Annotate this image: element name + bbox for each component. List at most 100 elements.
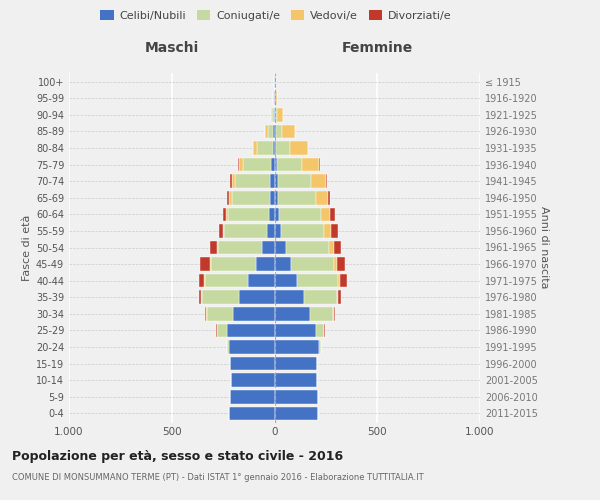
Bar — [302, 158, 319, 172]
Bar — [311, 174, 326, 188]
Bar — [275, 274, 297, 287]
Bar — [231, 374, 232, 387]
Bar — [275, 208, 279, 221]
Text: COMUNE DI MONSUMMANO TERME (PT) - Dati ISTAT 1° gennaio 2016 - Elaborazione TUTT: COMUNE DI MONSUMMANO TERME (PT) - Dati I… — [12, 472, 424, 482]
Bar — [329, 240, 334, 254]
Bar — [200, 258, 210, 271]
Bar — [265, 124, 268, 138]
Bar — [274, 124, 275, 138]
Bar — [278, 174, 311, 188]
Bar — [310, 307, 333, 320]
Bar — [275, 258, 291, 271]
Bar — [211, 240, 217, 254]
Bar — [291, 258, 334, 271]
Bar — [271, 158, 275, 172]
Bar — [337, 290, 338, 304]
Bar — [217, 324, 227, 337]
Bar — [275, 374, 317, 387]
Bar — [290, 141, 308, 155]
Bar — [205, 274, 248, 287]
Bar — [239, 158, 242, 172]
Bar — [275, 307, 310, 320]
Bar — [275, 158, 277, 172]
Bar — [242, 158, 271, 172]
Bar — [275, 340, 319, 354]
Bar — [199, 290, 201, 304]
Bar — [199, 274, 204, 287]
Y-axis label: Anni di nascita: Anni di nascita — [539, 206, 549, 288]
Legend: Celibi/Nubili, Coniugati/e, Vedovi/e, Divorziati/e: Celibi/Nubili, Coniugati/e, Vedovi/e, Di… — [96, 6, 456, 25]
Bar — [275, 224, 281, 237]
Bar — [217, 240, 218, 254]
Bar — [333, 307, 334, 320]
Bar — [276, 141, 290, 155]
Y-axis label: Fasce di età: Fasce di età — [22, 214, 32, 280]
Bar — [326, 174, 327, 188]
Bar — [319, 340, 321, 354]
Bar — [253, 141, 257, 155]
Bar — [206, 307, 233, 320]
Bar — [227, 191, 229, 204]
Bar — [275, 390, 317, 404]
Bar — [278, 191, 316, 204]
Bar — [340, 274, 347, 287]
Bar — [338, 274, 340, 287]
Bar — [205, 307, 206, 320]
Bar — [233, 307, 275, 320]
Bar — [227, 324, 275, 337]
Bar — [304, 290, 337, 304]
Bar — [319, 158, 320, 172]
Bar — [279, 208, 321, 221]
Bar — [331, 208, 335, 221]
Bar — [338, 290, 341, 304]
Bar — [204, 274, 205, 287]
Bar — [321, 208, 331, 221]
Bar — [275, 174, 278, 188]
Bar — [210, 258, 211, 271]
Bar — [275, 124, 281, 138]
Bar — [324, 224, 331, 237]
Bar — [273, 141, 275, 155]
Bar — [277, 158, 302, 172]
Bar — [226, 208, 228, 221]
Bar — [256, 258, 275, 271]
Bar — [257, 141, 273, 155]
Bar — [275, 191, 278, 204]
Text: Femmine: Femmine — [341, 41, 413, 55]
Bar — [317, 406, 318, 420]
Bar — [223, 224, 224, 237]
Bar — [331, 224, 338, 237]
Bar — [328, 191, 329, 204]
Bar — [223, 208, 226, 221]
Bar — [275, 357, 317, 370]
Bar — [235, 174, 271, 188]
Bar — [275, 406, 317, 420]
Bar — [275, 92, 277, 105]
Bar — [232, 374, 275, 387]
Bar — [232, 191, 270, 204]
Bar — [275, 290, 304, 304]
Bar — [317, 390, 318, 404]
Bar — [232, 174, 235, 188]
Bar — [238, 158, 239, 172]
Bar — [286, 240, 329, 254]
Text: Popolazione per età, sesso e stato civile - 2016: Popolazione per età, sesso e stato civil… — [12, 450, 343, 463]
Text: Maschi: Maschi — [145, 41, 199, 55]
Bar — [272, 108, 274, 122]
Bar — [230, 357, 275, 370]
Bar — [270, 191, 275, 204]
Bar — [224, 224, 268, 237]
Bar — [211, 258, 256, 271]
Bar — [268, 124, 274, 138]
Bar — [297, 274, 338, 287]
Bar — [281, 124, 295, 138]
Bar — [334, 307, 335, 320]
Bar — [316, 324, 324, 337]
Bar — [230, 174, 232, 188]
Bar — [271, 108, 272, 122]
Bar — [281, 224, 324, 237]
Bar — [229, 406, 275, 420]
Bar — [228, 208, 269, 221]
Bar — [334, 240, 341, 254]
Bar — [218, 240, 262, 254]
